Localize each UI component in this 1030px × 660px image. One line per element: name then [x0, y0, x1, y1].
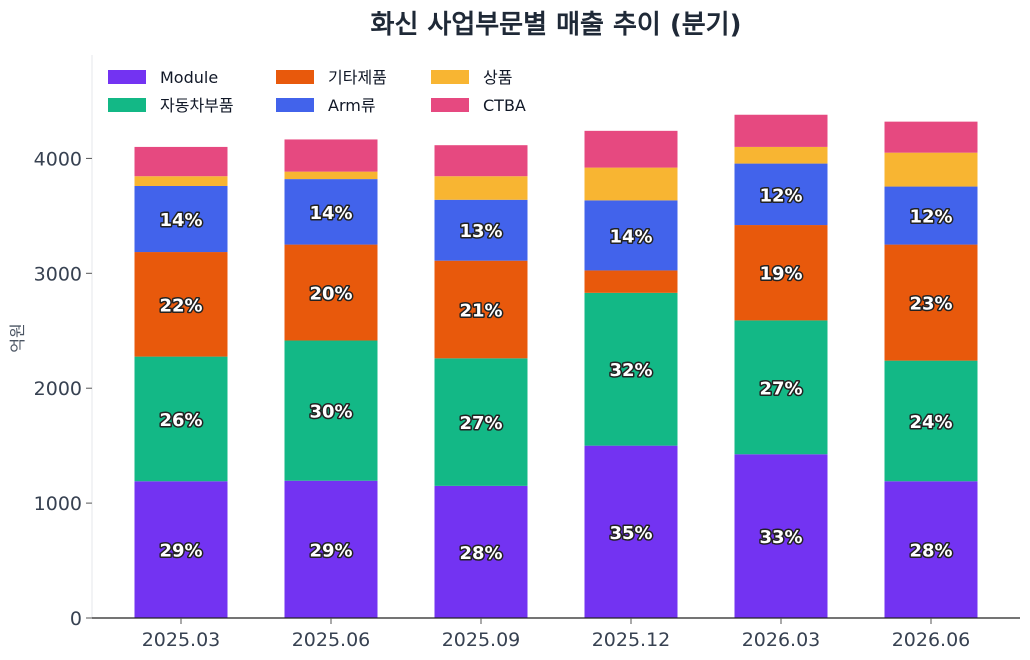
data-label: 13% — [459, 221, 502, 242]
bar-segment — [884, 186, 978, 245]
legend-label: 상품 — [483, 68, 512, 87]
bar-segment — [884, 244, 978, 361]
data-label: 19% — [759, 264, 802, 285]
bar-segment — [434, 485, 528, 618]
bar-segment — [284, 171, 378, 180]
x-tick-label: 2025.12 — [592, 629, 671, 651]
data-label: 12% — [909, 207, 952, 228]
bar-segment — [884, 152, 978, 187]
bar-segment — [734, 320, 828, 455]
legend-swatch — [108, 98, 146, 112]
bar-segment — [584, 130, 678, 168]
data-label: 28% — [459, 543, 502, 564]
x-tick-label: 2026.06 — [892, 629, 971, 651]
y-tick-label: 0 — [70, 608, 82, 630]
x-tick-label: 2025.03 — [142, 629, 221, 651]
bar-segment — [284, 480, 378, 618]
data-label: 20% — [309, 284, 352, 305]
x-tick-label: 2026.03 — [742, 629, 821, 651]
bar-segment — [434, 199, 528, 261]
chart-title: 화신 사업부문별 매출 추이 (분기) — [371, 10, 742, 40]
data-label: 30% — [309, 402, 352, 423]
bar-segment — [584, 270, 678, 293]
bar-segment — [134, 185, 228, 253]
legend-swatch — [276, 70, 314, 84]
legend-label: Module — [160, 68, 218, 87]
bar-segment — [884, 481, 978, 618]
data-label: 22% — [159, 295, 202, 316]
data-label: 21% — [459, 300, 502, 321]
bar-segment — [284, 244, 378, 341]
legend-swatch — [431, 70, 469, 84]
y-tick-label: 1000 — [34, 493, 82, 515]
data-label: 14% — [159, 210, 202, 231]
data-label: 24% — [909, 412, 952, 433]
data-label: 12% — [759, 185, 802, 206]
legend-swatch — [431, 98, 469, 112]
data-label: 28% — [909, 541, 952, 562]
bar-segment — [434, 358, 528, 486]
data-label: 14% — [609, 226, 652, 247]
legend-label: Arm류 — [328, 96, 376, 115]
segment-labels-group: 29% 26% 22% 14% 29% 30% 20% 14% 28% 27% 21% 13% 35% 3… — [158, 184, 954, 566]
legend-label: 기타제품 — [328, 68, 387, 87]
bar-segment — [134, 356, 228, 482]
bar-segment — [734, 225, 828, 321]
x-tick-label: 2025.06 — [292, 629, 371, 651]
bar-segment — [884, 360, 978, 482]
data-label: 29% — [159, 541, 202, 562]
legend-label: 자동차부품 — [160, 96, 234, 115]
axes-group: 0 1000 2000 3000 4000 2025.03 2025.06 2025.09 20… — [34, 55, 1020, 651]
data-label: 35% — [609, 523, 652, 544]
bar-segment — [734, 454, 828, 618]
bar-segment — [434, 145, 528, 177]
bar-segment — [134, 481, 228, 618]
y-tick-label: 3000 — [34, 263, 82, 285]
bar-segment — [134, 146, 228, 177]
data-label: 27% — [759, 378, 802, 399]
bar-segment — [734, 146, 828, 164]
legend-swatch — [108, 70, 146, 84]
bar-segment — [284, 139, 378, 172]
bar-segment — [134, 252, 228, 357]
bar-segment — [734, 163, 828, 226]
bar-segment — [434, 176, 528, 200]
data-label: 27% — [459, 413, 502, 434]
y-tick-label: 4000 — [34, 148, 82, 170]
bar-segment — [884, 121, 978, 153]
bar-segment — [284, 179, 378, 245]
data-label: 26% — [159, 410, 202, 431]
x-tick-label: 2025.09 — [442, 629, 521, 651]
data-label: 14% — [309, 203, 352, 224]
y-axis-label: 억원 — [8, 323, 27, 352]
bar-segment — [134, 176, 228, 186]
bar-segment — [284, 340, 378, 481]
data-label: 33% — [759, 527, 802, 548]
bars-group — [134, 114, 978, 618]
bar-segment — [584, 292, 678, 446]
data-label: 32% — [609, 360, 652, 381]
data-label: 29% — [309, 540, 352, 561]
legend-swatch — [276, 98, 314, 112]
data-label: 23% — [909, 294, 952, 315]
bar-segment — [584, 167, 678, 201]
bar-segment — [734, 114, 828, 147]
bar-segment — [434, 260, 528, 359]
bar-segment — [584, 445, 678, 618]
bar-segment — [584, 200, 678, 271]
y-tick-label: 2000 — [34, 378, 82, 400]
legend: Module 자동차부품 기타제품 Arm류 상품 CTBA — [108, 68, 526, 115]
legend-label: CTBA — [483, 96, 526, 115]
